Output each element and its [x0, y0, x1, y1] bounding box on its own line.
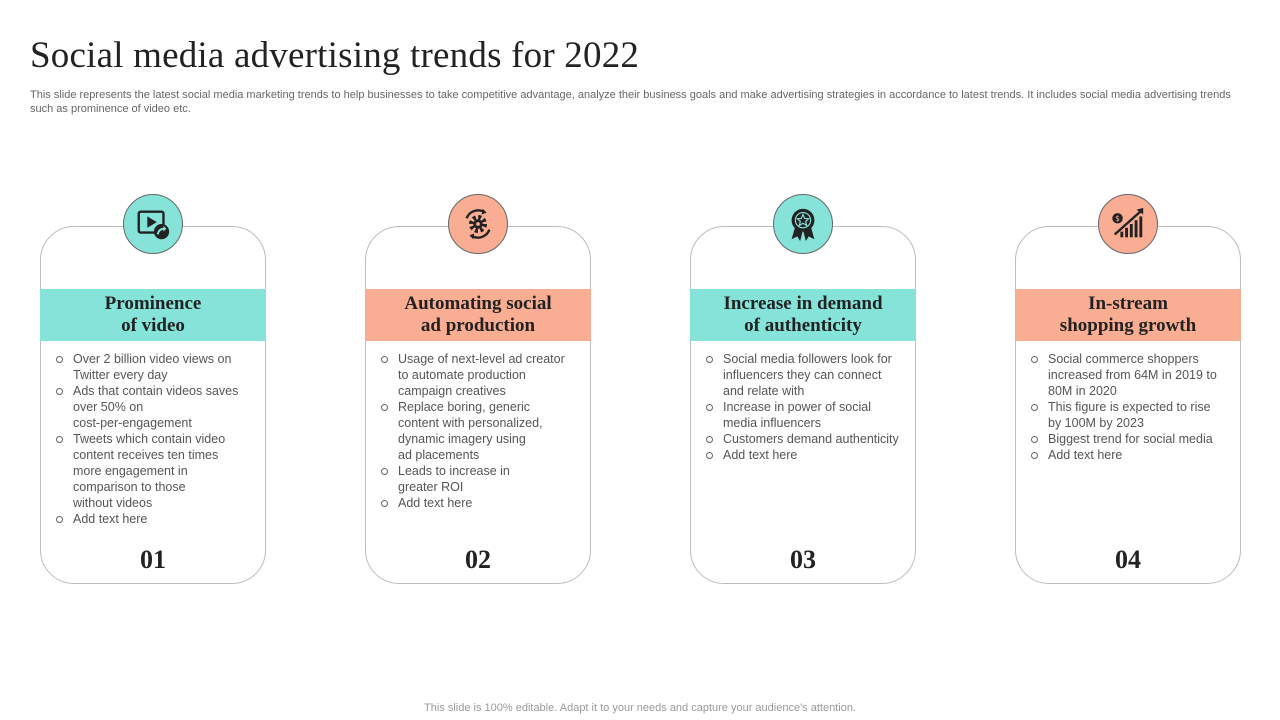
list-item: Social media followers look for influenc…: [705, 351, 905, 399]
trend-card-1: Prominence of video Over 2 billion video…: [40, 226, 266, 584]
bullet-list: Social commerce shoppers increased from …: [1030, 351, 1230, 463]
svg-text:$: $: [1115, 214, 1120, 223]
list-item: Leads to increase in greater ROI: [380, 463, 580, 495]
list-item: Over 2 billion video views on Twitter ev…: [55, 351, 255, 383]
card-heading: Increase in demand of authenticity: [690, 289, 916, 341]
list-item: Customers demand authenticity: [705, 431, 905, 447]
list-item: Increase in power of social media influe…: [705, 399, 905, 431]
card-number: 01: [140, 545, 166, 574]
list-item: Add text here: [380, 495, 580, 511]
card-number: 03: [790, 545, 816, 574]
card-number: 04: [1115, 545, 1141, 574]
list-item: Add text here: [1030, 447, 1230, 463]
list-item: Replace boring, generic content with per…: [380, 399, 580, 463]
card-heading: Automating social ad production: [365, 289, 591, 341]
bullet-list: Social media followers look for influenc…: [705, 351, 905, 463]
slide-footer: This slide is 100% editable. Adapt it to…: [424, 702, 856, 714]
slide-title: Social media advertising trends for 2022: [30, 35, 640, 76]
slide-subtitle: This slide represents the latest social …: [30, 89, 1231, 115]
list-item: Biggest trend for social media: [1030, 431, 1230, 447]
list-item: Add text here: [705, 447, 905, 463]
video-play-icon: [123, 194, 183, 254]
list-item: This figure is expected to rise by 100M …: [1030, 399, 1230, 431]
trend-card-2: Automating social ad production Usage of…: [365, 226, 591, 584]
award-badge-icon: [773, 194, 833, 254]
list-item: Add text here: [55, 511, 255, 527]
bullet-list: Over 2 billion video views on Twitter ev…: [55, 351, 255, 527]
list-item: Tweets which contain video content recei…: [55, 431, 255, 511]
card-heading: In-stream shopping growth: [1015, 289, 1241, 341]
automation-gear-icon: [448, 194, 508, 254]
list-item: Usage of next-level ad creator to automa…: [380, 351, 580, 399]
card-heading: Prominence of video: [40, 289, 266, 341]
trend-card-3: Increase in demand of authenticity Socia…: [690, 226, 916, 584]
bullet-list: Usage of next-level ad creator to automa…: [380, 351, 580, 511]
trend-card-4: In-stream shopping growth Social commerc…: [1015, 226, 1241, 584]
card-number: 02: [465, 545, 491, 574]
list-item: Ads that contain videos saves over 50% o…: [55, 383, 255, 431]
growth-chart-icon: $: [1098, 194, 1158, 254]
list-item: Social commerce shoppers increased from …: [1030, 351, 1230, 399]
